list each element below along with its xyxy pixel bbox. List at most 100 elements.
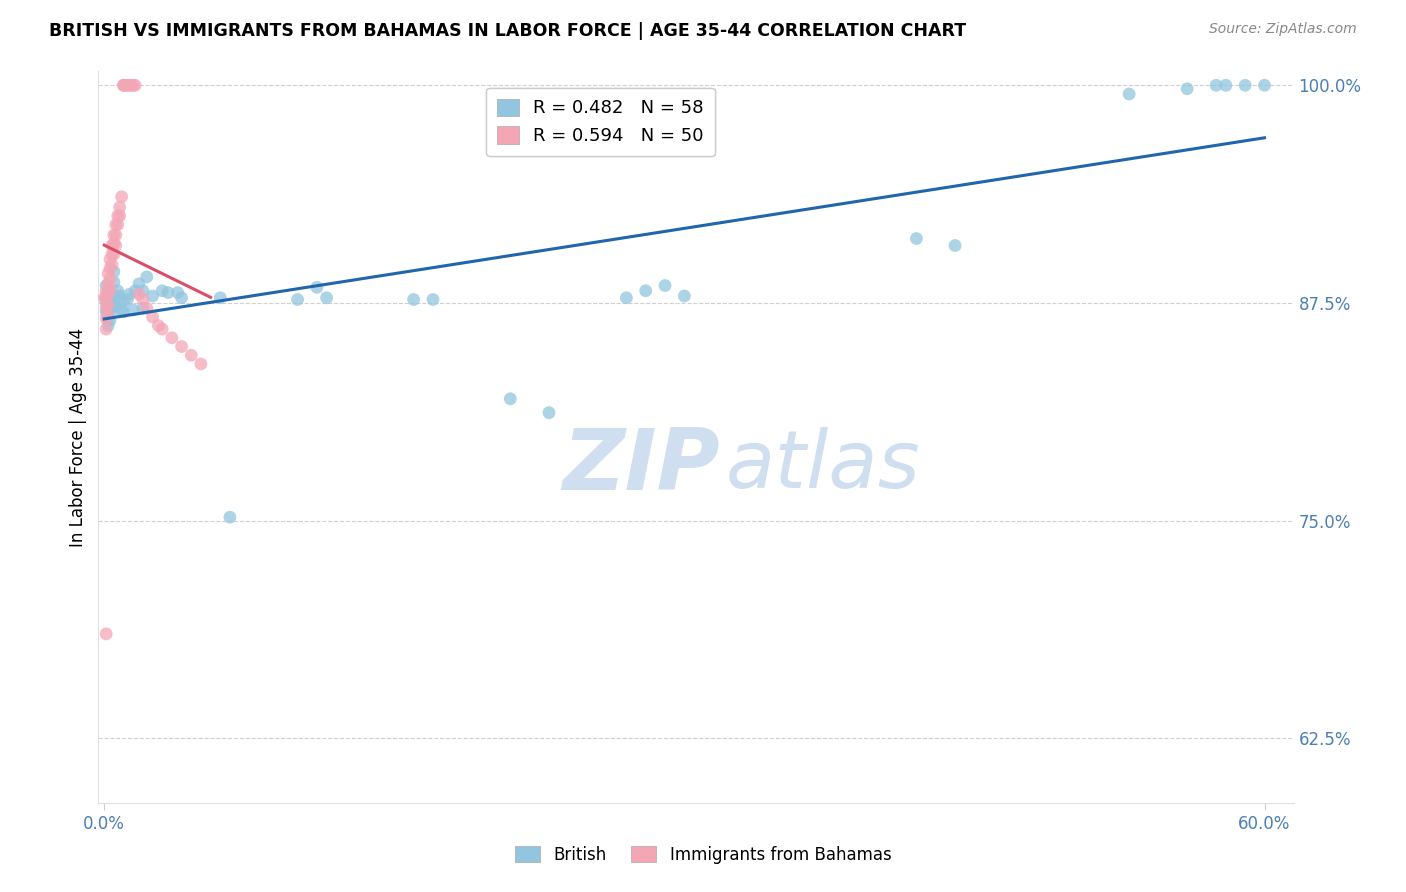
- Point: [118, 287, 141, 301]
- Point: [124, 284, 146, 298]
- Point: [103, 265, 125, 279]
- Point: [142, 310, 165, 324]
- Point: [96, 311, 118, 326]
- Point: [157, 285, 180, 300]
- Point: [107, 218, 129, 232]
- Point: [103, 236, 125, 251]
- Point: [97, 284, 120, 298]
- Point: [1234, 78, 1257, 93]
- Point: [219, 510, 242, 524]
- Text: BRITISH VS IMMIGRANTS FROM BAHAMAS IN LABOR FORCE | AGE 35-44 CORRELATION CHART: BRITISH VS IMMIGRANTS FROM BAHAMAS IN LA…: [49, 22, 966, 40]
- Point: [160, 331, 183, 345]
- Point: [103, 228, 125, 243]
- Point: [132, 284, 155, 298]
- Point: [170, 291, 193, 305]
- Point: [180, 348, 202, 362]
- Point: [97, 298, 120, 312]
- Point: [96, 627, 118, 641]
- Point: [98, 261, 121, 276]
- Point: [108, 209, 131, 223]
- Text: atlas: atlas: [725, 427, 921, 506]
- Point: [135, 269, 157, 284]
- Text: ZIP: ZIP: [562, 425, 720, 508]
- Point: [96, 304, 118, 318]
- Point: [101, 258, 124, 272]
- Point: [943, 238, 966, 252]
- Point: [97, 318, 120, 333]
- Point: [124, 78, 146, 93]
- Point: [96, 291, 118, 305]
- Point: [103, 275, 125, 289]
- Point: [97, 266, 120, 280]
- Point: [128, 287, 150, 301]
- Point: [103, 247, 125, 261]
- Point: [97, 277, 120, 291]
- Point: [97, 304, 120, 318]
- Point: [1253, 78, 1275, 93]
- Point: [97, 287, 120, 301]
- Point: [97, 311, 120, 326]
- Point: [654, 278, 676, 293]
- Point: [112, 78, 135, 93]
- Point: [118, 78, 141, 93]
- Point: [287, 293, 309, 307]
- Point: [98, 293, 121, 307]
- Point: [1215, 78, 1237, 93]
- Legend: British, Immigrants from Bahamas: British, Immigrants from Bahamas: [508, 839, 898, 871]
- Point: [315, 291, 337, 305]
- Point: [132, 293, 155, 307]
- Point: [96, 301, 118, 316]
- Point: [107, 209, 129, 223]
- Point: [122, 78, 145, 93]
- Point: [107, 284, 129, 298]
- Point: [98, 313, 121, 327]
- Point: [104, 218, 127, 232]
- Point: [117, 78, 139, 93]
- Point: [132, 301, 155, 316]
- Point: [305, 280, 328, 294]
- Point: [148, 318, 170, 333]
- Point: [499, 392, 522, 406]
- Point: [103, 296, 125, 310]
- Point: [1175, 82, 1198, 96]
- Point: [96, 284, 118, 298]
- Point: [1205, 78, 1227, 93]
- Point: [97, 308, 120, 322]
- Point: [150, 322, 173, 336]
- Point: [614, 291, 637, 305]
- Point: [112, 78, 135, 93]
- Point: [114, 78, 136, 93]
- Point: [112, 304, 135, 318]
- Point: [93, 291, 115, 305]
- Point: [634, 284, 657, 298]
- Point: [170, 339, 193, 353]
- Point: [166, 285, 188, 300]
- Point: [422, 293, 444, 307]
- Point: [1118, 87, 1140, 101]
- Point: [128, 277, 150, 291]
- Legend: R = 0.482   N = 58, R = 0.594   N = 50: R = 0.482 N = 58, R = 0.594 N = 50: [486, 87, 714, 156]
- Point: [190, 357, 212, 371]
- Point: [122, 302, 145, 317]
- Point: [96, 296, 118, 310]
- Point: [98, 301, 121, 316]
- Point: [98, 271, 121, 285]
- Point: [98, 282, 121, 296]
- Point: [150, 284, 173, 298]
- Point: [104, 300, 127, 314]
- Point: [104, 238, 127, 252]
- Text: Source: ZipAtlas.com: Source: ZipAtlas.com: [1209, 22, 1357, 37]
- Point: [96, 278, 118, 293]
- Point: [101, 294, 124, 309]
- Point: [120, 78, 142, 93]
- Point: [96, 322, 118, 336]
- Point: [104, 228, 127, 243]
- Point: [108, 200, 131, 214]
- Point: [101, 238, 124, 252]
- Point: [111, 302, 134, 317]
- Point: [117, 293, 139, 307]
- Point: [209, 291, 232, 305]
- Point: [101, 247, 124, 261]
- Point: [112, 294, 135, 309]
- Point: [905, 231, 928, 245]
